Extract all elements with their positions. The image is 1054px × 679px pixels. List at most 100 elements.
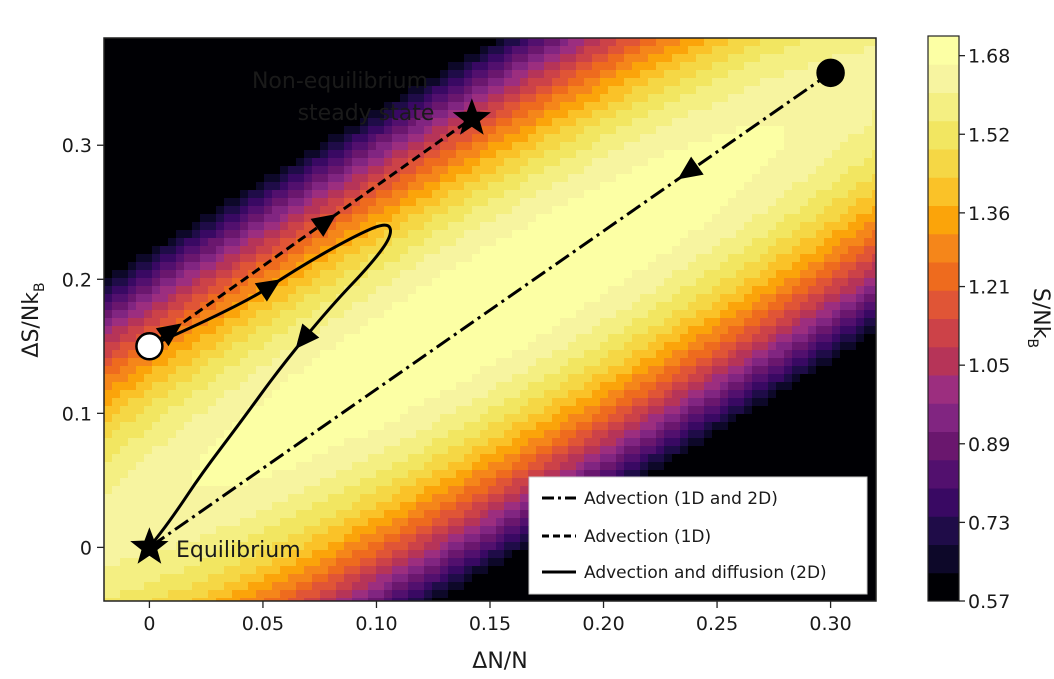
contour-cell (744, 70, 753, 79)
contour-cell (432, 78, 441, 87)
contour-cell (216, 182, 225, 191)
contour-cell (552, 198, 561, 207)
contour-cell (280, 46, 289, 55)
contour-cell (856, 150, 865, 159)
contour-cell (552, 246, 561, 255)
contour-cell (632, 222, 641, 231)
contour-cell (872, 174, 876, 183)
contour-cell (392, 78, 401, 87)
contour-cell (112, 206, 121, 215)
contour-cell (296, 158, 305, 167)
contour-cell (632, 262, 641, 271)
contour-cell (248, 198, 257, 207)
contour-cell (680, 390, 689, 399)
contour-cell (680, 246, 689, 255)
contour-cell (848, 246, 857, 255)
contour-cell (440, 374, 449, 383)
contour-cell (624, 438, 633, 447)
contour-cell (712, 406, 721, 415)
contour-cell (496, 294, 505, 303)
contour-cell (408, 246, 417, 255)
contour-cell (184, 278, 193, 287)
contour-cell (408, 294, 417, 303)
contour-cell (736, 230, 745, 239)
contour-cell (800, 78, 809, 87)
contour-cell (280, 150, 289, 159)
contour-cell (472, 198, 481, 207)
contour-cell (488, 374, 497, 383)
contour-cell (704, 430, 713, 439)
contour-cell (160, 382, 169, 391)
contour-cell (488, 102, 497, 111)
contour-cell (600, 94, 609, 103)
contour-cell (120, 294, 129, 303)
contour-cell (240, 326, 249, 335)
contour-cell (424, 310, 433, 319)
contour-cell (672, 102, 681, 111)
contour-cell (424, 206, 433, 215)
contour-cell (160, 198, 169, 207)
contour-cell (640, 150, 649, 159)
contour-cell (736, 366, 745, 375)
contour-cell (424, 350, 433, 359)
contour-cell (656, 54, 665, 63)
contour-cell (736, 110, 745, 119)
contour-cell (488, 206, 497, 215)
contour-cell (296, 390, 305, 399)
contour-cell (656, 62, 665, 71)
contour-cell (112, 198, 121, 207)
contour-cell (376, 398, 385, 407)
contour-cell (472, 350, 481, 359)
contour-cell (536, 118, 545, 127)
contour-cell (464, 278, 473, 287)
contour-cell (192, 374, 201, 383)
contour-cell (192, 326, 201, 335)
contour-cell (592, 222, 601, 231)
contour-cell (768, 198, 777, 207)
contour-cell (288, 310, 297, 319)
contour-cell (472, 254, 481, 263)
contour-cell (288, 62, 297, 71)
contour-cell (720, 382, 729, 391)
contour-cell (312, 190, 321, 199)
contour-cell (544, 70, 553, 79)
contour-cell (688, 190, 697, 199)
contour-cell (336, 286, 345, 295)
contour-cell (664, 206, 673, 215)
contour-cell (760, 214, 769, 223)
contour-cell (840, 246, 849, 255)
contour-cell (672, 422, 681, 431)
contour-cell (200, 406, 209, 415)
contour-cell (120, 190, 129, 199)
contour-cell (704, 326, 713, 335)
contour-cell (456, 142, 465, 151)
contour-cell (480, 286, 489, 295)
contour-cell (160, 246, 169, 255)
contour-cell (528, 110, 537, 119)
contour-cell (200, 278, 209, 287)
contour-cell (352, 126, 361, 135)
contour-cell (784, 126, 793, 135)
contour-cell (592, 134, 601, 143)
contour-cell (552, 398, 561, 407)
contour-cell (720, 110, 729, 119)
contour-cell (416, 398, 425, 407)
contour-cell (544, 398, 553, 407)
contour-cell (752, 110, 761, 119)
contour-cell (120, 390, 129, 399)
contour-cell (560, 294, 569, 303)
contour-cell (536, 302, 545, 311)
contour-cell (136, 422, 145, 431)
contour-cell (304, 270, 313, 279)
contour-cell (552, 326, 561, 335)
contour-cell (248, 422, 257, 431)
contour-cell (592, 174, 601, 183)
contour-cell (160, 190, 169, 199)
contour-cell (496, 238, 505, 247)
contour-cell (304, 62, 313, 71)
contour-cell (160, 310, 169, 319)
contour-cell (608, 318, 617, 327)
contour-cell (152, 166, 161, 175)
contour-cell (640, 54, 649, 63)
contour-cell (864, 342, 873, 351)
